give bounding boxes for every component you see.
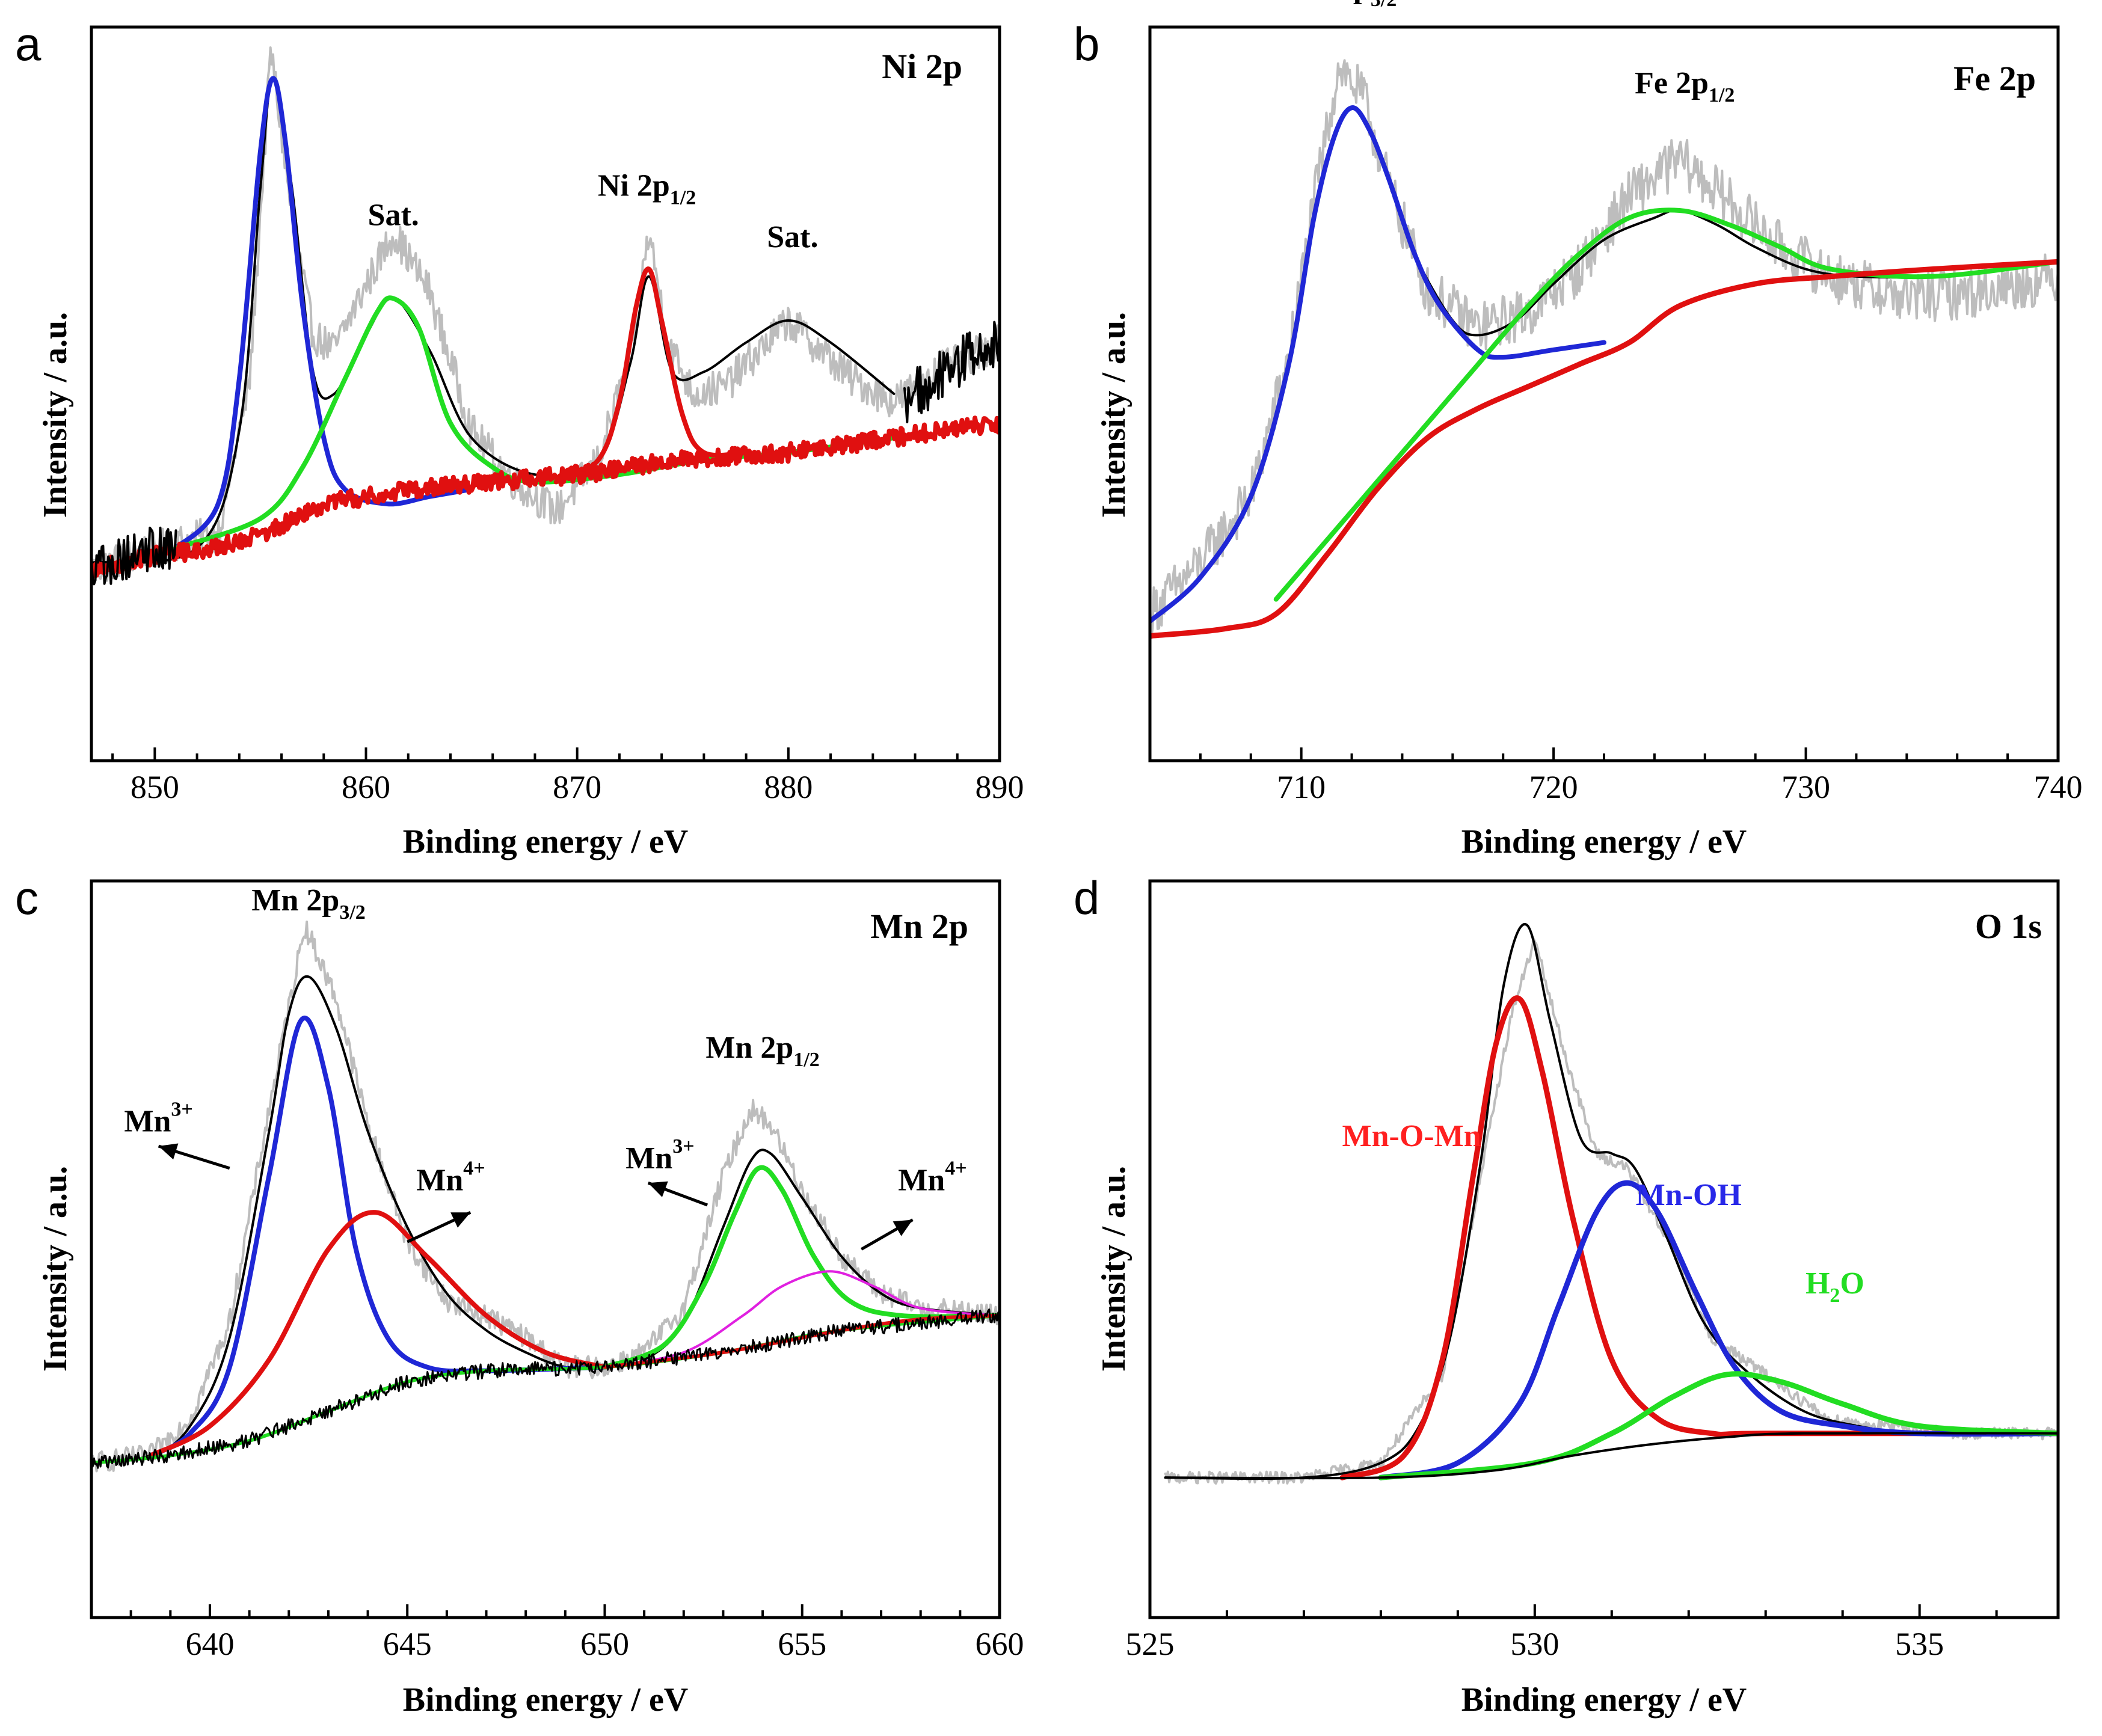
panel-c-series-group bbox=[91, 920, 1000, 1473]
panel-a-xtick-label: 860 bbox=[342, 769, 390, 805]
panel-d-title: O 1s bbox=[1975, 907, 2042, 946]
panel-b-ylabel: Intensity / a.u. bbox=[1095, 312, 1132, 518]
panel-c-series-envelope bbox=[91, 975, 1000, 1464]
panel-c-xlabel: Binding energy / eV bbox=[403, 1681, 688, 1719]
panel-c-xtick-label: 650 bbox=[580, 1626, 629, 1662]
panel-a-xtick-label: 880 bbox=[764, 769, 813, 805]
panel-a-series-raw-background-black- bbox=[91, 526, 177, 586]
panel-c-peak-label: Mn 2p1/2 bbox=[705, 1031, 819, 1071]
panel-a-ylabel: Intensity / a.u. bbox=[37, 312, 74, 518]
panel-d-series-background bbox=[1164, 1432, 2058, 1480]
panel-b-plot: 710 720 730 740 Fe 2p3/2 Fe 2p1/2 bbox=[1148, 0, 2083, 805]
panel-c: c 640 645 650 655 660 Mn 2p3/2 Mn 2p1/2 Mn3+ Mn4… bbox=[15, 871, 1024, 1719]
panel-a-axes-frame bbox=[90, 25, 1001, 762]
panel-c-xtick-label: 655 bbox=[778, 1626, 826, 1662]
panel-a-series-group bbox=[91, 46, 1000, 586]
panel-c-arrow-head bbox=[158, 1143, 179, 1160]
panel-d-axes-frame bbox=[1148, 879, 2060, 1619]
panel-a-series-raw-tail-black- bbox=[903, 321, 1000, 423]
panel-d-letter: d bbox=[1074, 871, 1099, 924]
panel-d-peak-label: Mn-O-Mn bbox=[1342, 1119, 1481, 1153]
panel-a-series-background bbox=[91, 416, 1000, 579]
panel-c-peak-label: Mn4+ bbox=[898, 1158, 966, 1198]
panel-c-series-mn4-2p3-2-component bbox=[148, 1210, 607, 1458]
panel-a-xtick-label: 870 bbox=[553, 769, 601, 805]
panel-c-letter: c bbox=[15, 871, 38, 924]
panel-d-plot: 525 530 535 Mn-O-Mn Mn-OH H2O bbox=[1126, 879, 2060, 1662]
panel-d-series-group bbox=[1164, 923, 2058, 1485]
panel-d-peak-label: H2O bbox=[1805, 1266, 1864, 1307]
panel-a-peak-label: Sat. bbox=[767, 220, 818, 254]
panel-b-xtick-label: 720 bbox=[1529, 769, 1578, 805]
panel-c-series-mn3-2p3-2-component bbox=[148, 1015, 607, 1458]
panel-a-title: Ni 2p bbox=[882, 47, 962, 86]
panel-d-series-mn-oh-component bbox=[1378, 1180, 2058, 1480]
panel-b-series-fe-2p1-2-component bbox=[1273, 207, 2058, 602]
panel-c-arrow-head bbox=[450, 1212, 471, 1228]
panel-c-arrow-head bbox=[893, 1219, 913, 1236]
panel-c-peak-label: Mn3+ bbox=[625, 1135, 694, 1176]
panel-d-xtick-label: 525 bbox=[1126, 1626, 1175, 1662]
panel-d-xtick-label: 535 bbox=[1895, 1626, 1944, 1662]
panel-c-series-raw bbox=[91, 920, 1000, 1473]
panel-c-peak-label: Mn3+ bbox=[124, 1099, 192, 1139]
panel-c-peak-label: Mn 2p3/2 bbox=[251, 883, 365, 924]
panel-a-letter: a bbox=[15, 17, 41, 70]
panel-c-series-mn4-2p1-2-component bbox=[603, 1270, 1000, 1369]
panel-c-series-mn3-2p1-2-component bbox=[602, 1165, 1000, 1370]
panel-b-series-background bbox=[1150, 259, 2058, 639]
panel-b-peak-label: Fe 2p3/2 bbox=[1297, 0, 1397, 11]
panel-b-series-group bbox=[1150, 59, 2058, 640]
panel-c-title: Mn 2p bbox=[870, 907, 968, 946]
panel-d-xtick-label: 530 bbox=[1510, 1626, 1559, 1662]
panel-c-peak-label: Mn4+ bbox=[416, 1158, 485, 1198]
panel-a-peak-label: Ni 2p1/2 bbox=[598, 169, 696, 209]
panel-b-peak-label: Fe 2p1/2 bbox=[1635, 66, 1735, 106]
panel-d-peak-label: Mn-OH bbox=[1636, 1178, 1742, 1212]
panel-a-xlabel: Binding energy / eV bbox=[403, 823, 688, 860]
panel-a-xtick-label: 890 bbox=[976, 769, 1024, 805]
panel-b-xtick-label: 730 bbox=[1781, 769, 1830, 805]
panel-c-xtick-label: 640 bbox=[185, 1626, 234, 1662]
panel-c-ylabel: Intensity / a.u. bbox=[37, 1166, 74, 1372]
panel-a-series-ni-2p1-2-component bbox=[553, 266, 749, 485]
panel-b-xtick-label: 710 bbox=[1277, 769, 1326, 805]
panel-c-arrow-head bbox=[648, 1181, 668, 1197]
panel-a-peak-label: Sat. bbox=[368, 198, 419, 232]
panel-b-xlabel: Binding energy / eV bbox=[1461, 823, 1747, 860]
panel-d-series-mn-o-mn-component bbox=[1339, 995, 2058, 1480]
panel-c-xtick-label: 645 bbox=[383, 1626, 432, 1662]
panel-b-letter: b bbox=[1074, 17, 1099, 70]
panel-c-xtick-label: 660 bbox=[976, 1626, 1024, 1662]
panel-d-xlabel: Binding energy / eV bbox=[1461, 1681, 1747, 1719]
panel-d: d 525 530 535 Mn-O-Mn Mn-OH H2O O 1s Binding … bbox=[1074, 871, 2060, 1719]
panel-b-xtick-label: 740 bbox=[2034, 769, 2083, 805]
panel-c-plot: 640 645 650 655 660 Mn 2p3/2 Mn 2p1/2 Mn3+ Mn4+ M… bbox=[90, 879, 1024, 1662]
panel-b-title: Fe 2p bbox=[1953, 59, 2036, 98]
panel-c-series-background-black- bbox=[91, 1308, 1000, 1469]
panel-b: b 710 720 730 740 Fe 2p3/2 Fe 2p1/2 Fe 2p Bin… bbox=[1074, 0, 2083, 860]
panel-d-ylabel: Intensity / a.u. bbox=[1095, 1166, 1132, 1372]
panel-a-xtick-label: 850 bbox=[131, 769, 179, 805]
panel-c-axes-frame bbox=[90, 879, 1001, 1619]
